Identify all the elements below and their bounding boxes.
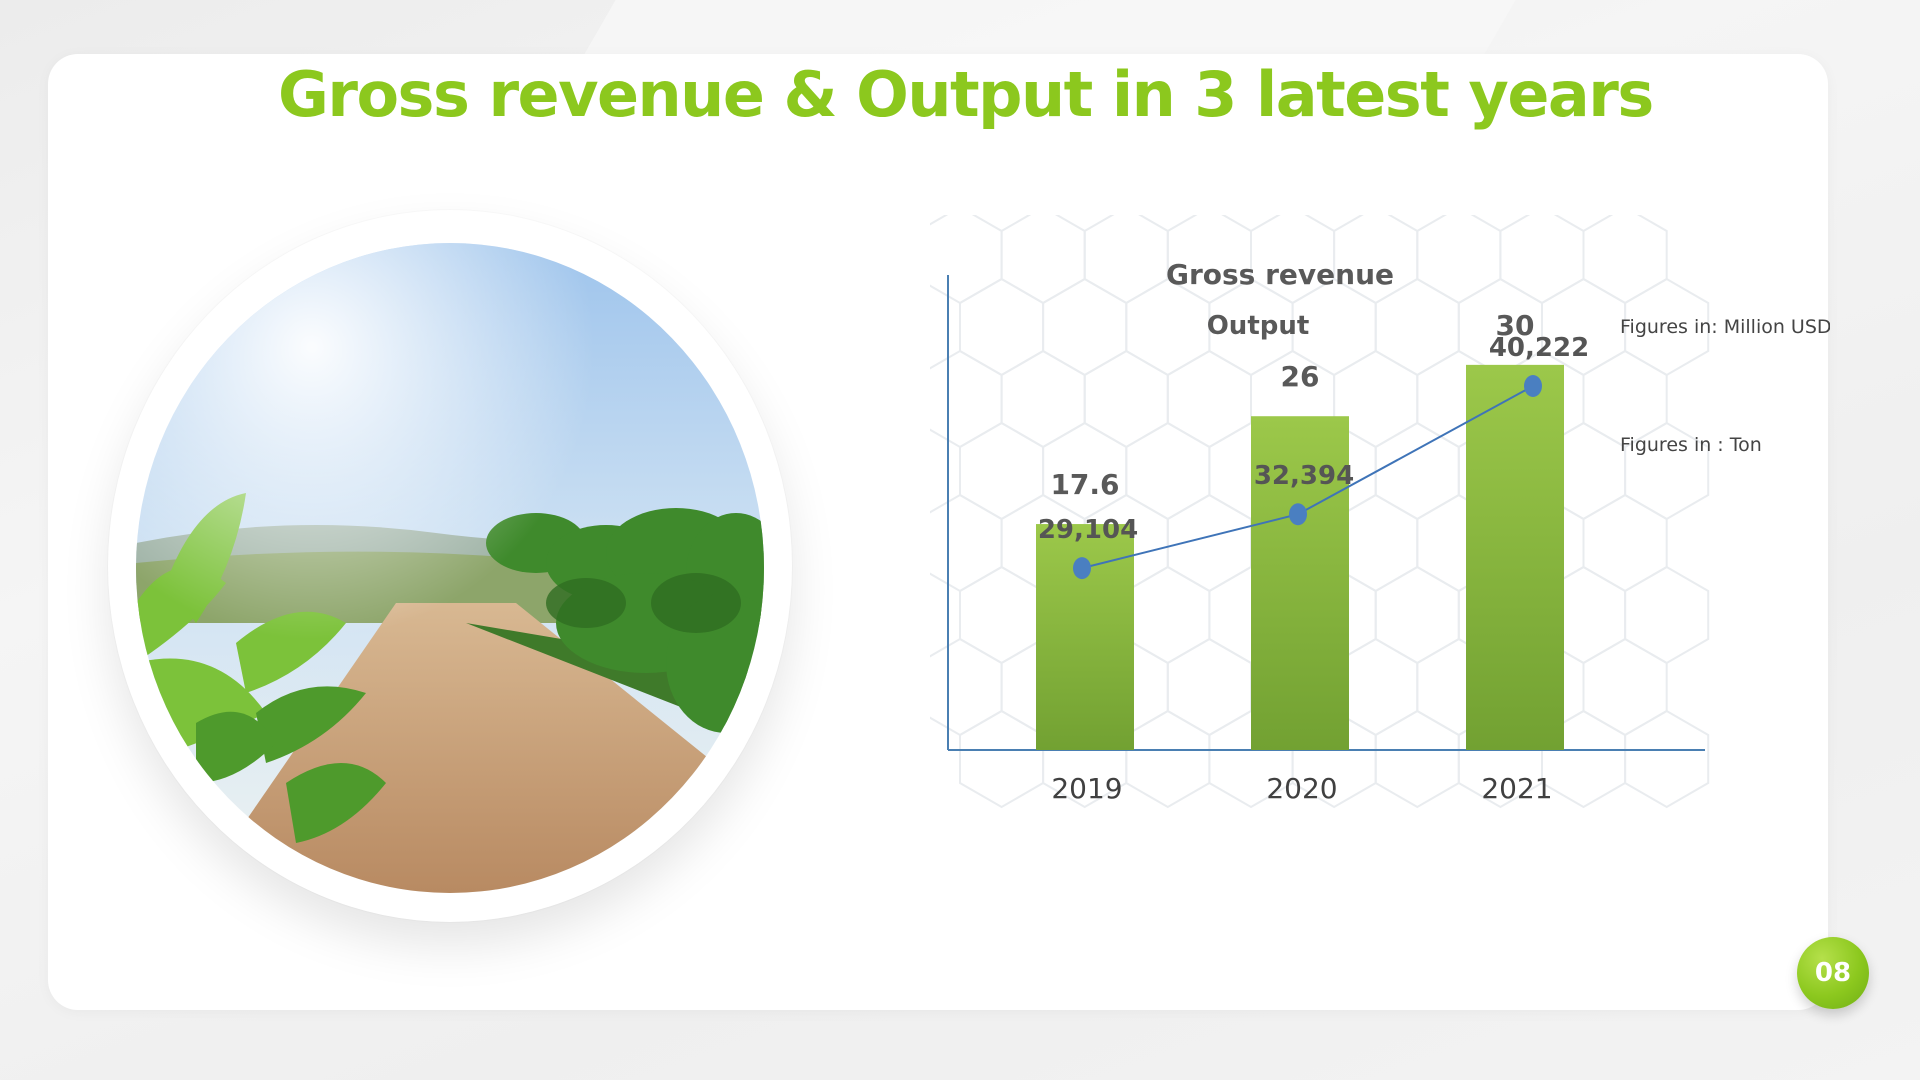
bar-2021 — [1466, 364, 1564, 750]
page-number-badge: 08 — [1797, 937, 1869, 1009]
bar-value-label-2019: 17.6 — [1050, 468, 1119, 501]
legend-gross-revenue: Gross revenue — [1166, 258, 1394, 291]
output-value-label-2019: 29,104 — [1038, 515, 1138, 545]
cassava-field-photo — [136, 243, 764, 893]
unit-note-output: Figures in : Ton — [1620, 434, 1762, 456]
background-shape — [584, 0, 1516, 54]
output-value-label-2021: 40,222 — [1489, 333, 1589, 363]
output-point-2021 — [1524, 375, 1542, 398]
legend-output: Output — [1207, 311, 1310, 341]
bar-2020 — [1251, 416, 1349, 750]
bar-value-label-2020: 26 — [1281, 360, 1320, 393]
output-point-2020 — [1289, 503, 1307, 526]
revenue-output-chart: 17.6 2019 26 2020 30 2021 29,104 32,394 40,222 G… — [917, 205, 1832, 815]
page-title: Gross revenue & Output in 3 latest years — [278, 58, 1654, 131]
output-point-2019 — [1073, 557, 1091, 580]
unit-note-revenue: Figures in: Million USD — [1620, 316, 1830, 338]
x-tick-label-2019: 2019 — [1051, 772, 1122, 805]
x-tick-label-2021: 2021 — [1481, 772, 1552, 805]
bar-value-label-2021: 30 — [1496, 309, 1535, 342]
x-tick-label-2020: 2020 — [1266, 772, 1337, 805]
output-value-label-2020: 32,394 — [1254, 461, 1354, 491]
